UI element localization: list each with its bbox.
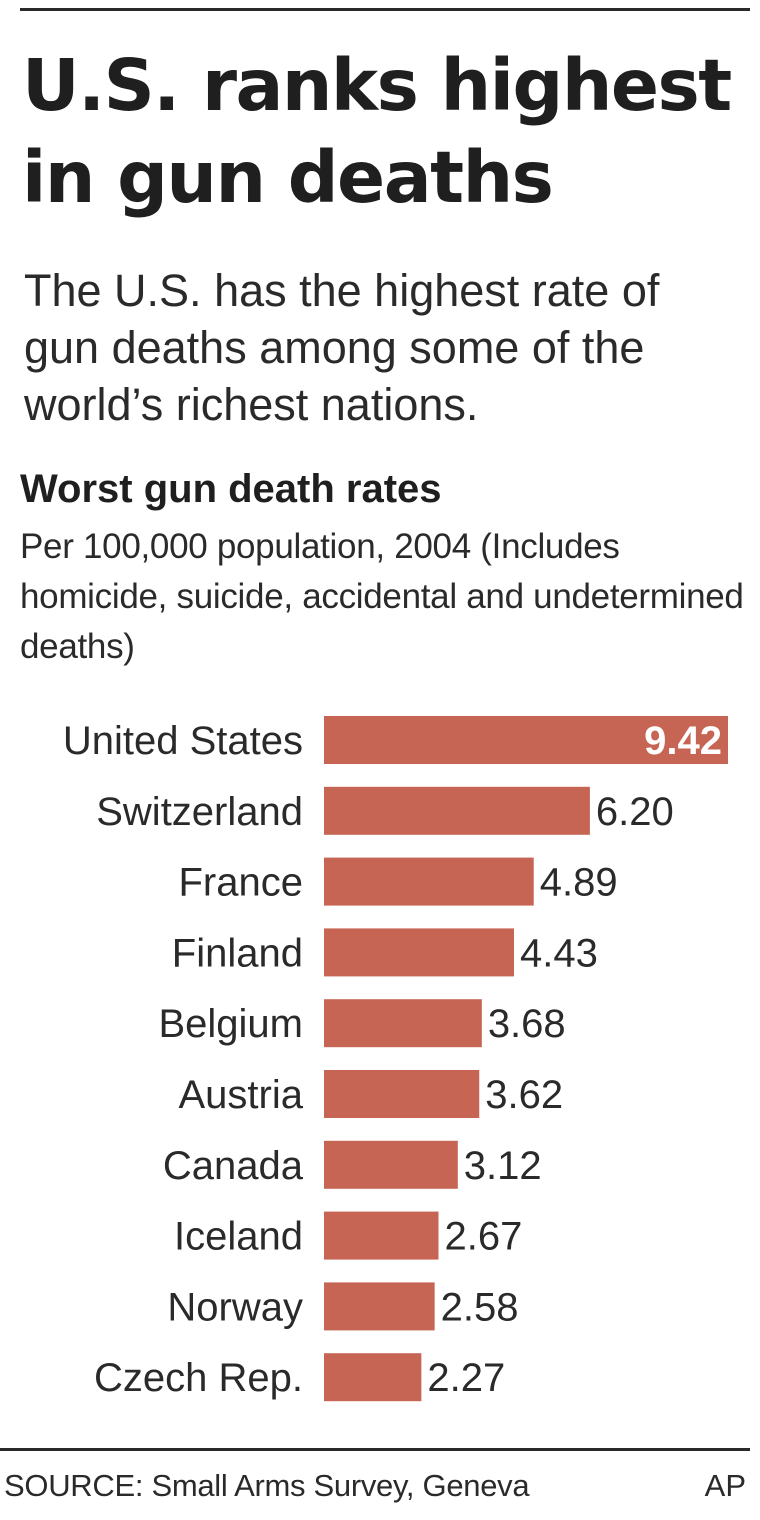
bar [324,1353,422,1402]
bottom-rule [0,1448,750,1451]
deck-text: The U.S. has the highest rate of gun dea… [24,265,660,430]
chart-subtitle: Per 100,000 population, 2004 (Includes h… [20,527,744,666]
value-label: 2.27 [427,1356,505,1400]
category-label: United States [63,719,303,763]
category-label: Finland [172,931,303,975]
category-label: France [179,861,304,905]
value-label: 3.12 [464,1144,542,1188]
chart-title: Worst gun death rates [20,467,442,511]
category-label: Austria [179,1073,304,1117]
category-label: Czech Rep. [94,1356,303,1400]
category-label: Switzerland [96,790,303,834]
value-label: 3.68 [488,1002,566,1046]
bar-chart: United States 9.42 Switzerland 6.20 France 4.… [63,716,728,1402]
bar [324,1140,458,1189]
value-label: 4.43 [520,931,598,975]
top-rule [20,8,750,11]
bar [324,1070,480,1118]
value-label: 9.42 [644,719,722,763]
category-label: Belgium [158,1002,303,1046]
bar [324,716,728,764]
value-label: 2.58 [441,1285,519,1329]
category-label: Norway [167,1285,303,1329]
bar [324,928,514,977]
value-label: 3.62 [485,1073,563,1117]
credit-line: AP [704,1468,746,1503]
headline: U.S. ranks highest in gun deaths [22,44,732,219]
bar [324,786,590,835]
value-label: 2.67 [445,1215,523,1259]
value-label: 6.20 [596,790,674,834]
value-label: 4.89 [540,861,618,905]
category-label: Canada [163,1144,304,1188]
bar [324,1211,439,1260]
bar [324,1282,435,1331]
bar [324,999,482,1048]
category-label: Iceland [174,1215,303,1259]
source-line: SOURCE: Small Arms Survey, Geneva [4,1468,530,1503]
bar [324,857,534,906]
